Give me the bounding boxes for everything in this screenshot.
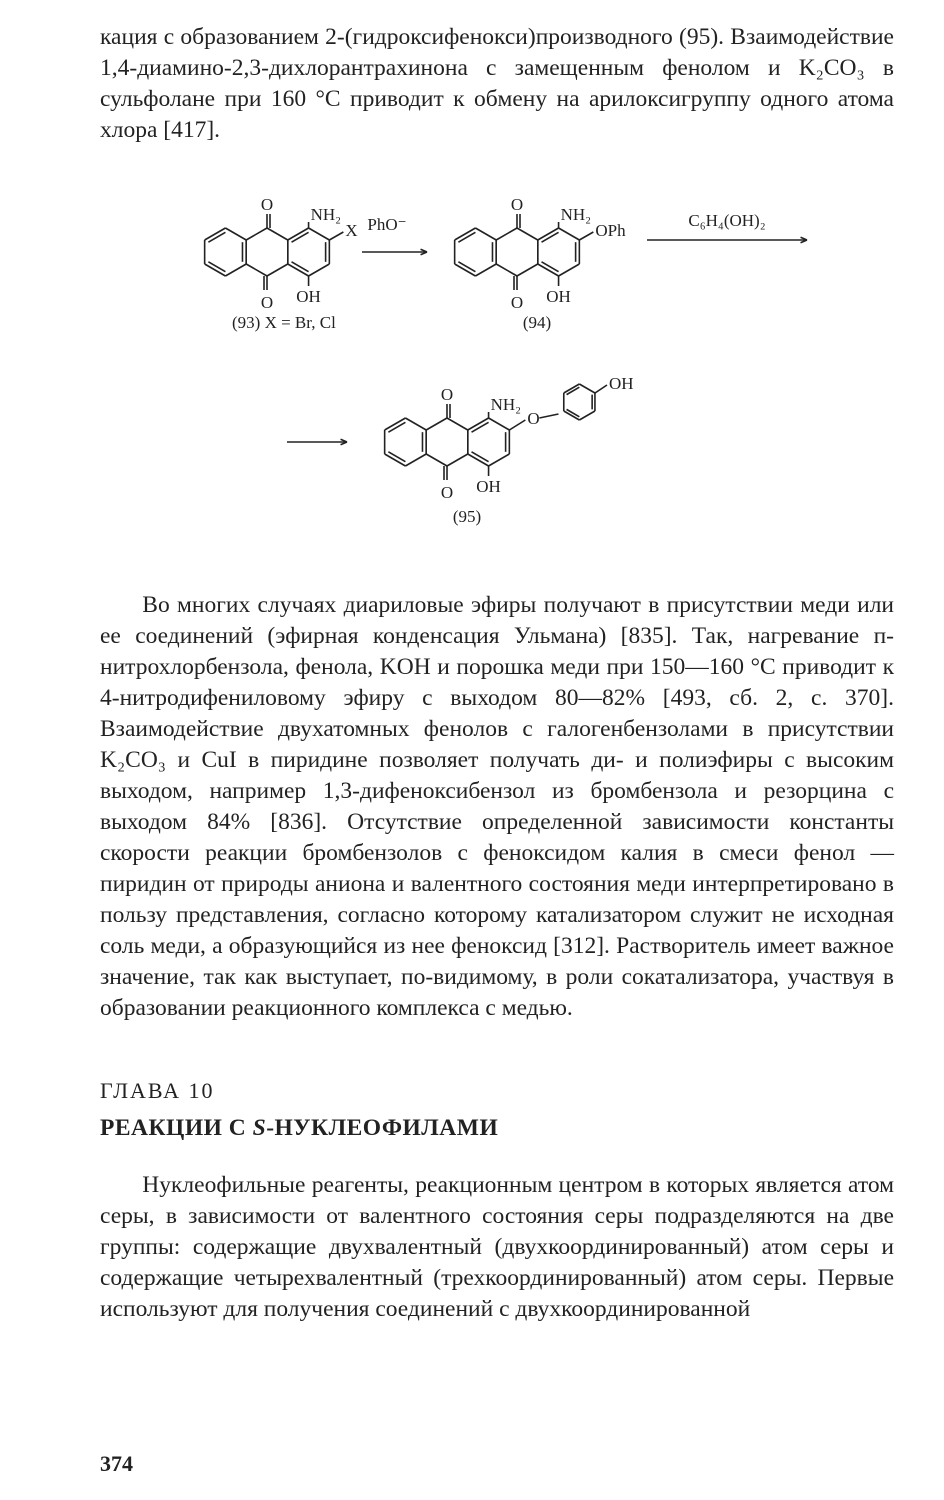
svg-text:OH: OH xyxy=(609,374,634,393)
svg-text:O: O xyxy=(441,483,453,502)
svg-text:O: O xyxy=(261,195,273,214)
svg-text:OH: OH xyxy=(476,477,501,496)
svg-text:C₆H₄(OH)₂: C₆H₄(OH)₂ xyxy=(688,211,765,230)
svg-text:(94): (94) xyxy=(523,313,551,332)
svg-text:OPh: OPh xyxy=(595,221,626,240)
svg-text:NH₂: NH₂ xyxy=(561,205,591,224)
chapter-label: ГЛАВА 10 xyxy=(100,1076,894,1105)
svg-text:NH₂: NH₂ xyxy=(491,395,521,414)
title-suffix: -НУКЛЕОФИЛАМИ xyxy=(266,1115,498,1141)
svg-text:O: O xyxy=(511,195,523,214)
svg-text:O: O xyxy=(527,409,539,428)
svg-text:O: O xyxy=(511,293,523,312)
svg-text:NH₂: NH₂ xyxy=(311,205,341,224)
svg-text:PhO⁻: PhO⁻ xyxy=(367,215,406,234)
svg-text:(95): (95) xyxy=(453,507,481,526)
body-paragraph: кация с образованием 2-(гидроксифенокси)… xyxy=(100,22,894,146)
title-italic: S xyxy=(253,1115,267,1141)
body-paragraph: Во многих случаях диариловые эфиры получ… xyxy=(100,590,894,1024)
svg-text:O: O xyxy=(261,293,273,312)
page-number: 374 xyxy=(100,1449,133,1478)
title-prefix: РЕАКЦИИ С xyxy=(100,1115,253,1141)
svg-text:OH: OH xyxy=(546,287,571,306)
reaction-scheme: OONH₂XOH(93) X = Br, ClPhO⁻OONH₂OPhOH(94… xyxy=(100,162,894,582)
svg-text:O: O xyxy=(441,385,453,404)
svg-text:OH: OH xyxy=(296,287,321,306)
chapter-title: РЕАКЦИИ С S-НУКЛЕОФИЛАМИ xyxy=(100,1113,894,1144)
svg-text:(93) X = Br, Cl: (93) X = Br, Cl xyxy=(232,313,336,332)
body-paragraph: Нуклеофильные реагенты, реакционным цент… xyxy=(100,1170,894,1325)
svg-text:X: X xyxy=(345,221,357,240)
